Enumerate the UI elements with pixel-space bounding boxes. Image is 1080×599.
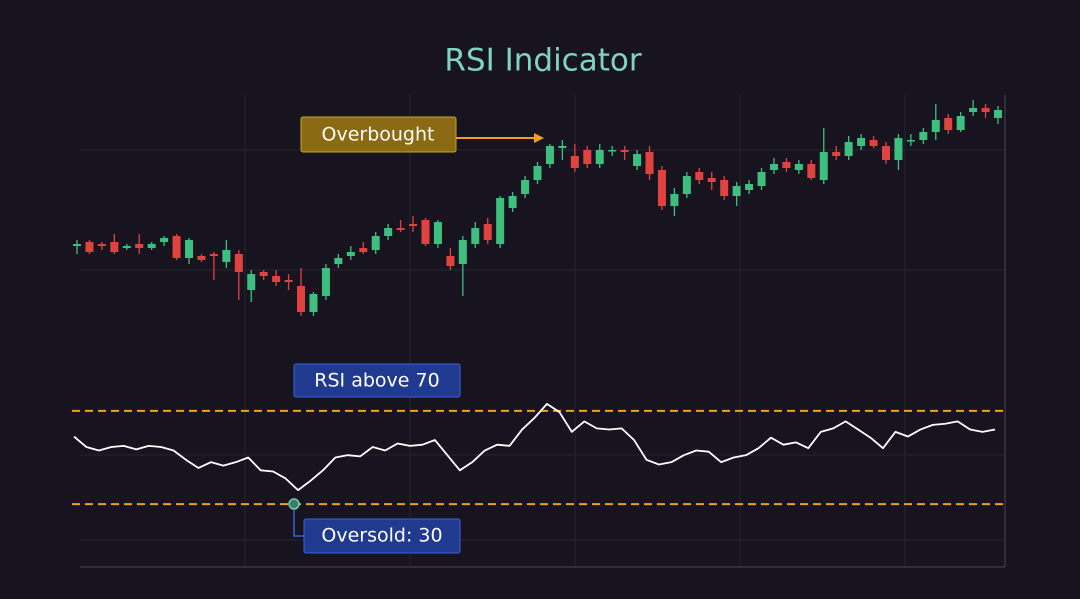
candle-body	[297, 286, 306, 312]
candle-body	[620, 150, 629, 152]
candle-body	[147, 244, 156, 248]
candle-body	[994, 110, 1002, 118]
candle-body	[533, 166, 542, 180]
candle-body	[931, 120, 940, 132]
candle-body	[794, 164, 803, 170]
candle-body	[583, 150, 592, 164]
candle-body	[209, 254, 218, 256]
candle-body	[421, 220, 430, 244]
candle-body	[545, 146, 554, 164]
candle-body	[259, 272, 268, 276]
chart-title: RSI Indicator	[444, 43, 641, 79]
candle-body	[844, 142, 853, 156]
rsi-line	[73, 403, 996, 492]
candle-body	[160, 238, 169, 242]
candle-body	[819, 152, 828, 180]
candle-body	[807, 164, 816, 178]
candle-body	[657, 170, 666, 206]
candle-body	[272, 276, 281, 282]
candle-body	[135, 244, 144, 248]
candle-body	[906, 140, 915, 142]
candle-body	[197, 256, 206, 260]
candle-body	[433, 222, 442, 244]
candle-body	[334, 258, 343, 264]
candle-body	[608, 150, 617, 152]
candle-body	[321, 268, 330, 296]
candle-body	[446, 256, 455, 266]
candle-body	[172, 236, 181, 258]
annotation-text: Oversold: 30	[321, 525, 442, 547]
candle-body	[782, 162, 791, 168]
candle-body	[496, 198, 505, 244]
candle-body	[396, 228, 405, 230]
candle-body	[745, 184, 754, 190]
candle-body	[595, 150, 604, 164]
candle-body	[234, 254, 243, 272]
candle-body	[97, 244, 106, 246]
oversold-annotation: Oversold: 30	[288, 498, 461, 554]
annotation-box	[300, 116, 457, 153]
candle-body	[857, 138, 866, 146]
candle-body	[471, 228, 480, 244]
candle-body	[944, 118, 953, 130]
candle-body	[881, 146, 890, 160]
candle-body	[508, 196, 517, 208]
candle-body	[346, 252, 355, 256]
overbought-annotation: Overbought	[300, 116, 544, 153]
candle-body	[185, 240, 194, 258]
candle-body	[371, 236, 380, 250]
candle-body	[757, 172, 766, 186]
rsi-above-annotation: RSI above 70	[293, 363, 461, 398]
candle-body	[695, 172, 704, 180]
annotation-text: RSI above 70	[314, 370, 439, 392]
candle-body	[769, 164, 778, 170]
candle-body	[981, 108, 990, 112]
candle-body	[956, 116, 965, 130]
candle-body	[682, 176, 691, 194]
candle-body	[284, 280, 293, 282]
candle-body	[309, 294, 318, 312]
candle-body	[521, 180, 530, 194]
candle-body	[73, 244, 81, 246]
grid	[80, 95, 1005, 567]
annotation-text: Overbought	[322, 124, 435, 146]
candle-body	[384, 228, 393, 236]
candle-body	[110, 242, 119, 252]
arrow-head	[534, 133, 544, 143]
candle-body	[869, 140, 878, 146]
candle-body	[969, 108, 978, 112]
candle-body	[720, 180, 729, 196]
candle-body	[85, 242, 94, 252]
candle-body	[919, 132, 928, 140]
annotation-box	[293, 363, 461, 398]
candle-body	[707, 178, 716, 182]
oversold-marker	[288, 498, 300, 510]
candle-body	[458, 240, 467, 264]
connector	[293, 510, 304, 537]
candle-body	[483, 224, 492, 240]
candle-body	[832, 152, 841, 156]
candle-body	[558, 146, 567, 148]
candle-body	[570, 156, 579, 168]
candle-body	[894, 138, 903, 160]
candle-body	[633, 154, 642, 166]
candle-body	[409, 224, 418, 226]
candle-body	[222, 250, 231, 262]
candle-body	[670, 194, 679, 206]
candle-body	[732, 186, 741, 196]
candle-body	[247, 274, 256, 290]
candle-body	[645, 152, 654, 174]
candle-body	[359, 248, 368, 252]
annotation-box	[303, 518, 461, 554]
candle-body	[122, 246, 131, 248]
marks	[72, 100, 1005, 506]
